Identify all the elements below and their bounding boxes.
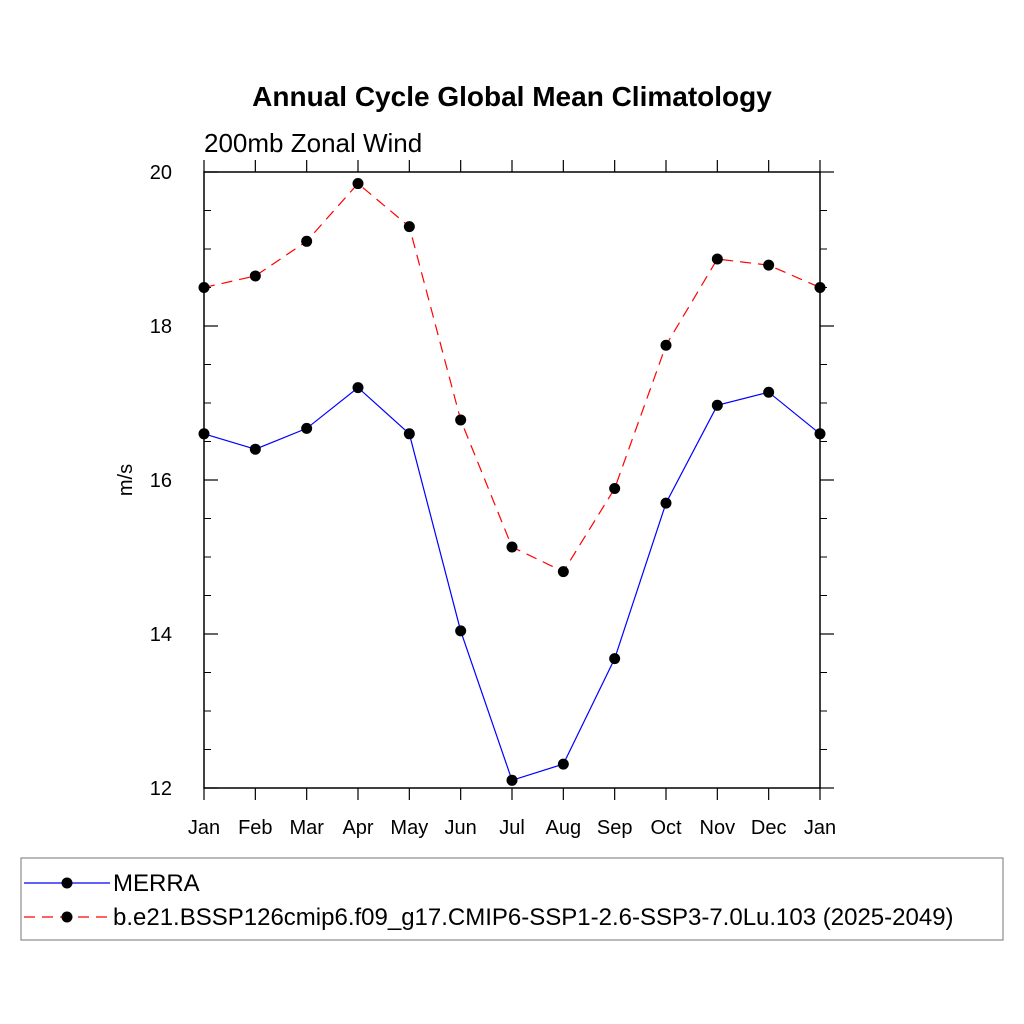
data-point	[763, 259, 775, 271]
data-point	[403, 221, 415, 233]
data-point	[455, 414, 467, 426]
legend: MERRA b.e21.BSSP126cmip6.f09_g17.CMIP6-SS…	[20, 857, 1004, 941]
plot-frame	[203, 171, 821, 789]
data-point	[352, 178, 364, 190]
y-tick-label: 12	[150, 778, 172, 800]
x-tick-label: Jun	[445, 817, 477, 839]
data-point	[403, 428, 415, 440]
y-tick-label: 14	[150, 624, 172, 646]
legend-label: b.e21.BSSP126cmip6.f09_g17.CMIP6-SSP1-2.…	[113, 904, 954, 931]
y-tick-label: 18	[150, 316, 172, 338]
x-tick-label: Oct	[650, 817, 682, 839]
data-point	[301, 422, 313, 434]
x-tick-label: Dec	[751, 817, 787, 839]
legend-marker	[61, 911, 73, 923]
y-axis-label: m/s	[115, 464, 137, 496]
x-tick-label: Sep	[597, 817, 633, 839]
legend-label: MERRA	[113, 870, 200, 897]
series-line-model	[203, 182, 821, 573]
x-tick-label: Feb	[238, 817, 272, 839]
data-point	[352, 382, 364, 394]
data-point	[506, 541, 518, 553]
data-point	[711, 399, 723, 411]
data-point	[763, 386, 775, 398]
data-point	[301, 235, 313, 247]
legend-box	[20, 857, 1004, 941]
chart-title: Annual Cycle Global Mean Climatology	[252, 81, 772, 112]
x-tick-label: Nov	[700, 817, 736, 839]
data-point	[609, 653, 621, 665]
data-point	[249, 443, 261, 455]
data-point	[609, 482, 621, 494]
data-point	[249, 270, 261, 282]
data-point	[711, 253, 723, 265]
x-tick-label: Jan	[804, 817, 836, 839]
y-tick-label: 20	[150, 162, 172, 184]
data-point	[557, 758, 569, 770]
x-tick-label: May	[390, 817, 428, 839]
legend-marker	[61, 877, 73, 889]
y-tick-label: 16	[150, 470, 172, 492]
data-point	[660, 339, 672, 351]
series-line-merra	[203, 386, 821, 782]
x-tick-label: Aug	[546, 817, 582, 839]
data-point	[660, 497, 672, 509]
data-point	[455, 625, 467, 637]
chart-subtitle: 200mb Zonal Wind	[204, 128, 422, 158]
x-tick-label: Mar	[289, 817, 324, 839]
x-tick-label: Apr	[342, 817, 373, 839]
data-point	[506, 774, 518, 786]
x-tick-label: Jan	[188, 817, 220, 839]
x-tick-label: Jul	[499, 817, 525, 839]
data-point	[557, 566, 569, 578]
